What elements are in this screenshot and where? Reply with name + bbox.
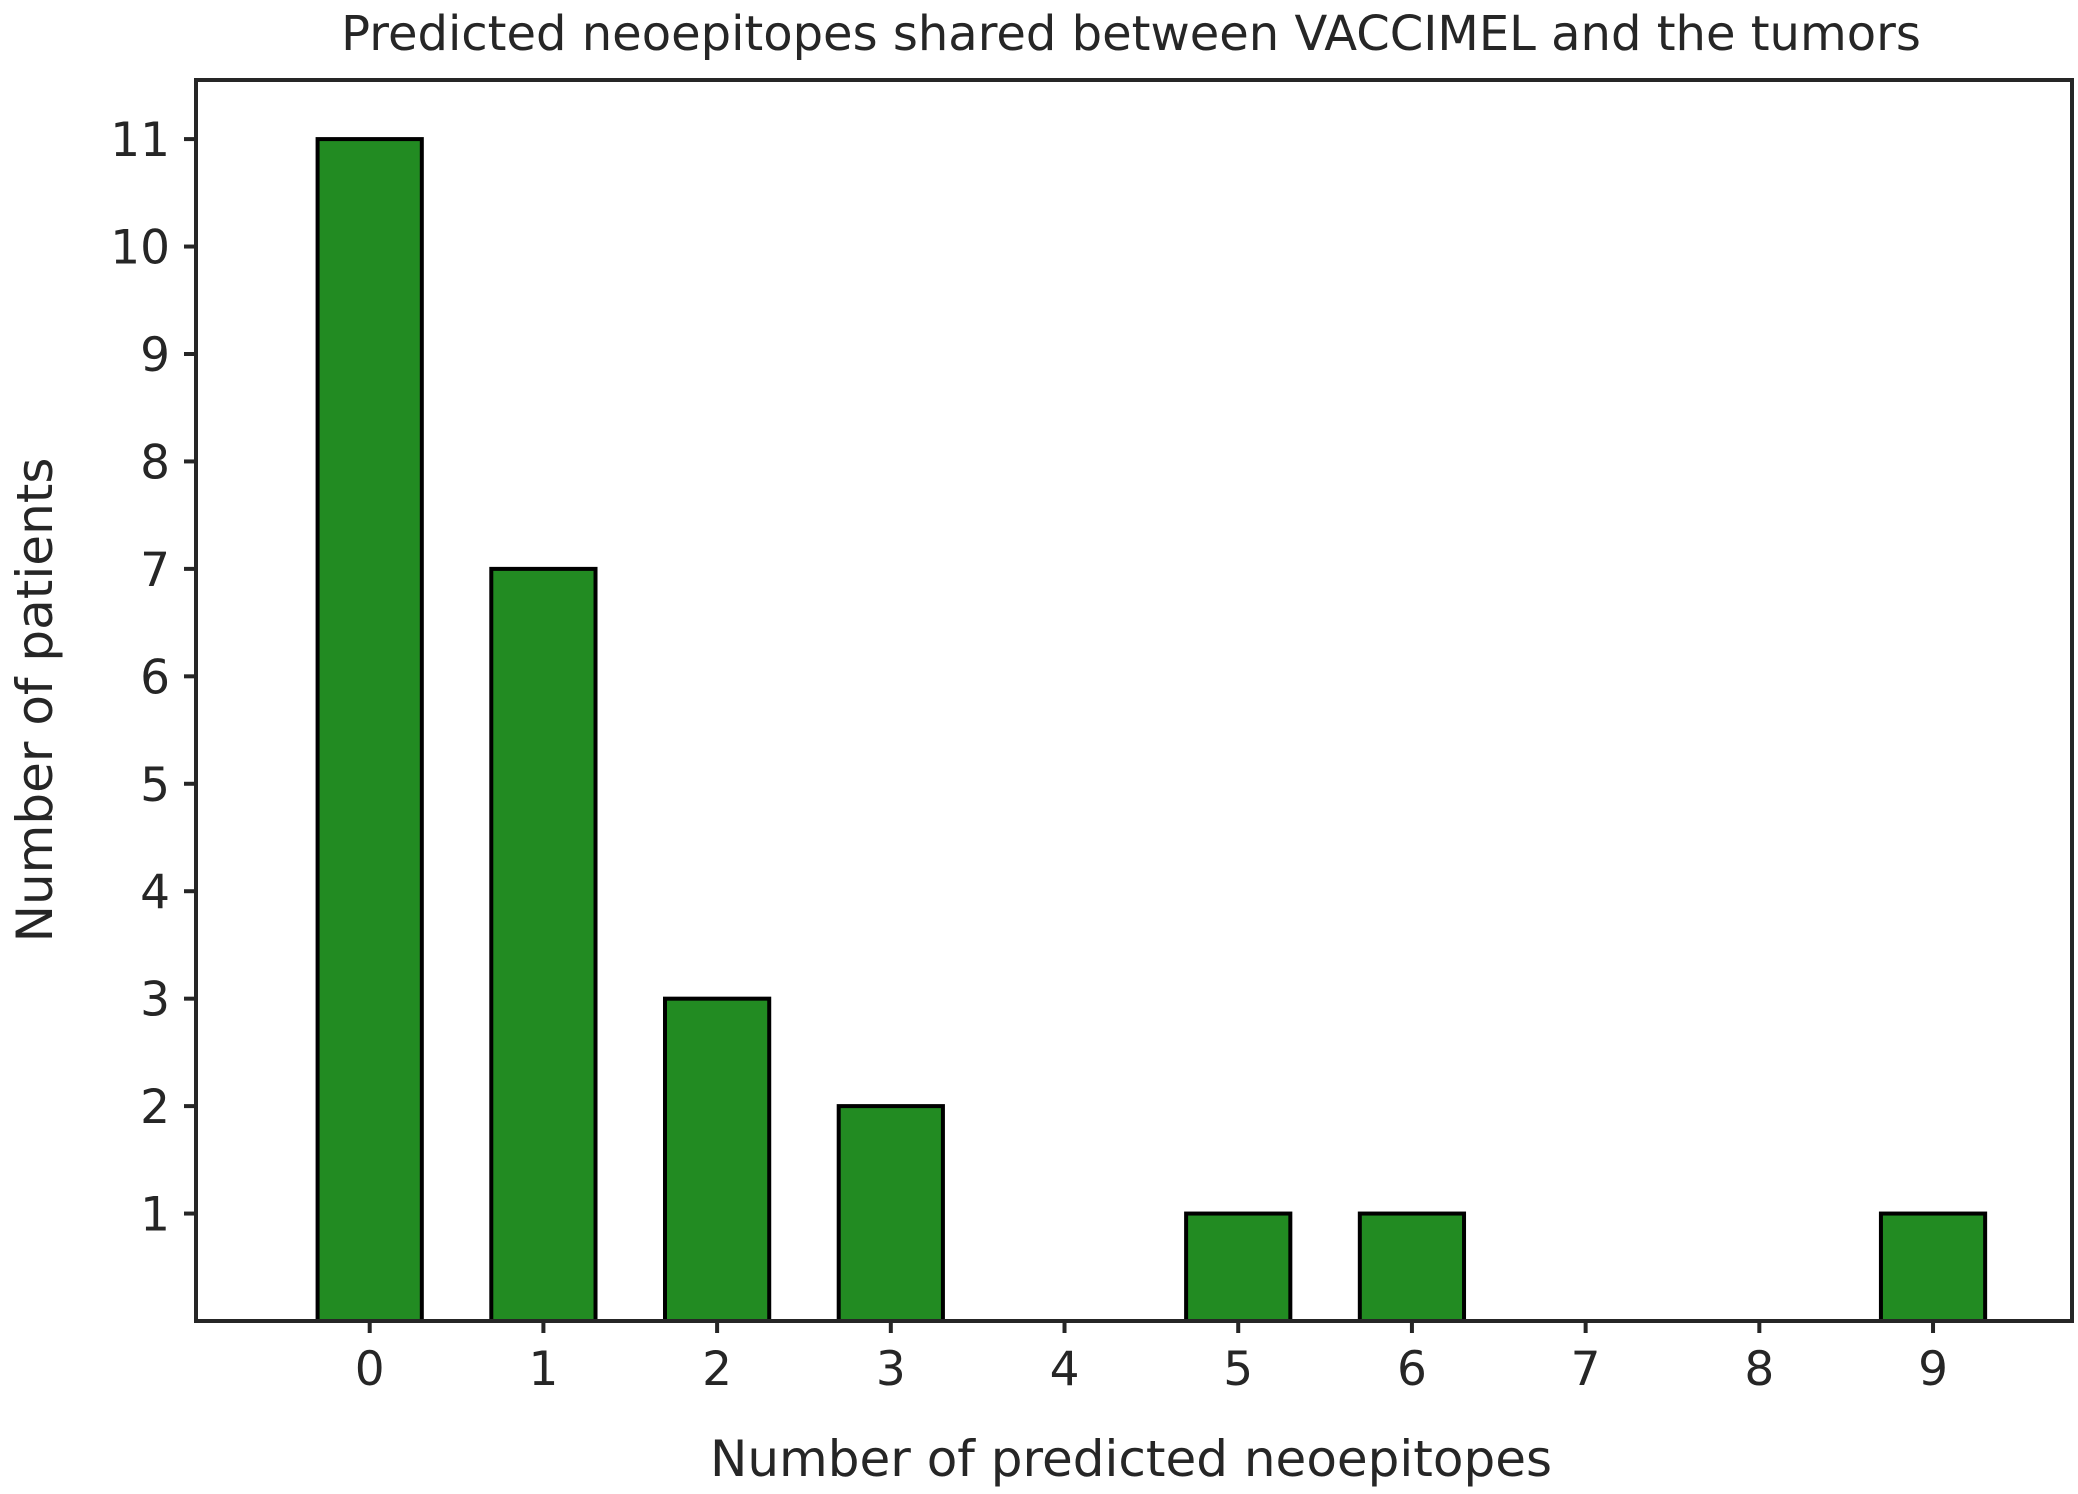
y-tick-label-7: 7 (140, 543, 170, 598)
bar-2 (663, 996, 772, 1324)
x-tick-label-9: 9 (1918, 1342, 1948, 1397)
y-axis-label: Number of patients (6, 458, 64, 943)
bar-1 (489, 566, 598, 1323)
x-tick-label-2: 2 (702, 1342, 732, 1397)
x-axis-label: Number of predicted neoepitopes (710, 1430, 1552, 1488)
x-tick-label-8: 8 (1744, 1342, 1774, 1397)
y-tick-label-6: 6 (140, 650, 170, 705)
y-tick-label-8: 8 (140, 435, 170, 490)
bar-5 (1184, 1211, 1293, 1323)
bar-0 (315, 137, 424, 1324)
x-tick-label-1: 1 (528, 1342, 558, 1397)
chart-title: Predicted neoepitopes shared between VAC… (341, 6, 1921, 62)
bar-3 (836, 1104, 945, 1324)
x-tick-label-5: 5 (1223, 1342, 1253, 1397)
y-tick-label-5: 5 (140, 758, 170, 813)
y-tick-label-9: 9 (140, 328, 170, 383)
bar-6 (1357, 1211, 1467, 1323)
y-tick-label-10: 10 (110, 221, 170, 276)
bar-9 (1878, 1211, 1988, 1323)
x-tick-label-4: 4 (1050, 1342, 1080, 1397)
bars-layer (315, 137, 1988, 1324)
x-tick-label-7: 7 (1571, 1342, 1601, 1397)
x-tick-label-3: 3 (876, 1342, 906, 1397)
x-tick-label-0: 0 (355, 1342, 385, 1397)
x-axis: 0 1 2 3 4 5 6 7 8 9 (355, 1321, 1948, 1397)
plot-frame (194, 78, 2074, 1323)
y-axis: 1 2 3 4 5 6 7 8 9 10 11 (110, 113, 196, 1243)
x-tick-label-6: 6 (1397, 1342, 1427, 1397)
y-tick-label-3: 3 (140, 973, 170, 1028)
y-tick-label-11: 11 (110, 113, 170, 168)
y-tick-label-2: 2 (140, 1080, 170, 1135)
y-tick-label-4: 4 (140, 865, 170, 920)
y-tick-label-1: 1 (140, 1188, 170, 1243)
